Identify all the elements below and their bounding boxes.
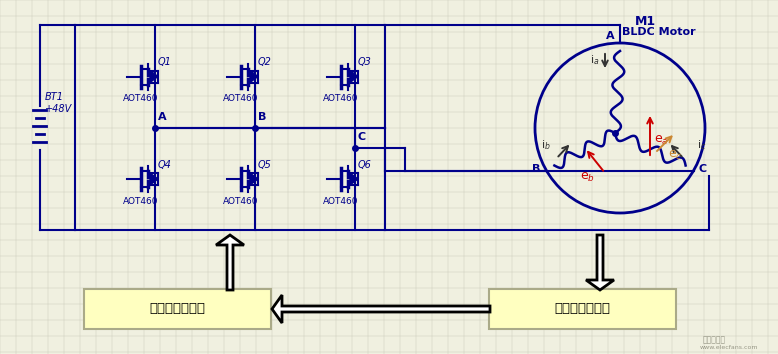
Polygon shape — [250, 173, 258, 185]
Polygon shape — [350, 173, 358, 185]
Text: i$_b$: i$_b$ — [541, 138, 551, 152]
Text: Q2: Q2 — [258, 57, 272, 68]
Text: M1: M1 — [635, 15, 656, 28]
Text: AOT460: AOT460 — [123, 196, 159, 206]
Text: i$_a$: i$_a$ — [590, 53, 599, 67]
Text: AOT460: AOT460 — [323, 94, 359, 103]
Text: AOT460: AOT460 — [323, 196, 359, 206]
Polygon shape — [250, 70, 258, 82]
Text: 电子发烧友: 电子发烧友 — [703, 335, 726, 344]
Text: BLDC Motor: BLDC Motor — [622, 27, 696, 37]
Text: BT1: BT1 — [45, 92, 64, 103]
Polygon shape — [350, 70, 358, 82]
Text: Q1: Q1 — [158, 57, 172, 68]
Text: e$_a$: e$_a$ — [654, 134, 668, 147]
Text: Q4: Q4 — [158, 160, 172, 170]
Text: +48V: +48V — [45, 104, 72, 114]
Text: e$_c$: e$_c$ — [668, 149, 682, 162]
Text: AOT460: AOT460 — [223, 94, 259, 103]
Text: A: A — [606, 31, 615, 41]
Text: Q6: Q6 — [358, 160, 372, 170]
Text: Q3: Q3 — [358, 57, 372, 68]
Text: 转子位置传感器: 转子位置传感器 — [555, 303, 611, 315]
Text: AOT460: AOT460 — [223, 196, 259, 206]
Text: i$_c$: i$_c$ — [696, 138, 706, 152]
FancyBboxPatch shape — [84, 289, 271, 329]
Polygon shape — [216, 235, 244, 290]
FancyBboxPatch shape — [489, 289, 676, 329]
Polygon shape — [150, 70, 158, 82]
Text: Q5: Q5 — [258, 160, 272, 170]
Text: B: B — [532, 165, 541, 175]
Text: C: C — [699, 165, 706, 175]
Polygon shape — [272, 295, 490, 323]
Text: www.elecfans.com: www.elecfans.com — [700, 345, 759, 350]
Text: C: C — [358, 132, 366, 142]
Text: AOT460: AOT460 — [123, 94, 159, 103]
Text: B: B — [258, 112, 266, 122]
Polygon shape — [150, 173, 158, 185]
Polygon shape — [586, 235, 614, 290]
Text: A: A — [158, 112, 166, 122]
Text: e$_b$: e$_b$ — [580, 171, 595, 184]
Text: 逆变器触发电路: 逆变器触发电路 — [149, 303, 205, 315]
